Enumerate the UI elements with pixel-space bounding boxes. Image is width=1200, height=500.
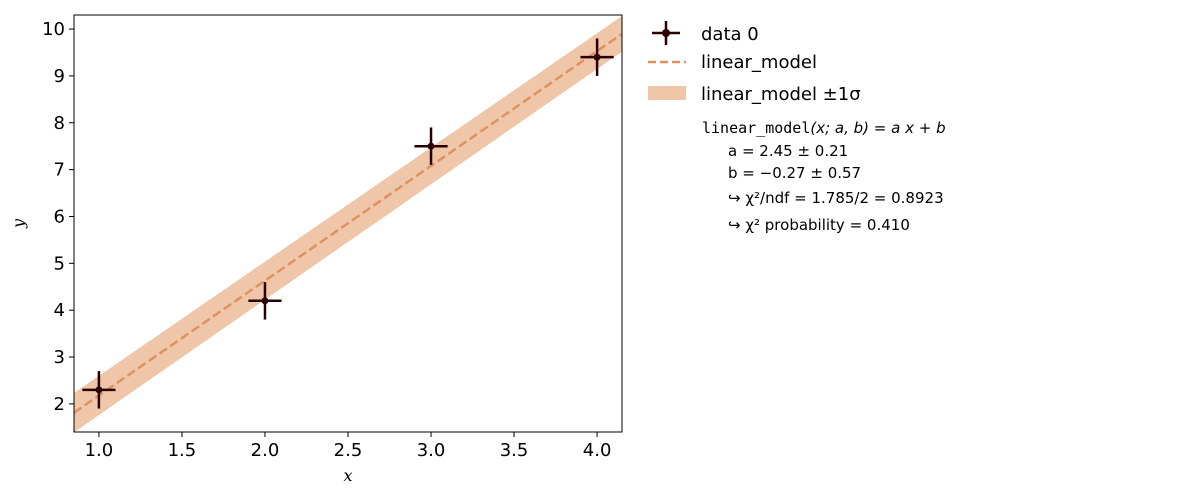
fit-formula-name: linear_model <box>702 119 810 137</box>
fit-formula-rest: (x; a, b) = a x + b <box>810 119 945 137</box>
legend-model-label: linear_model <box>701 52 817 73</box>
model-line-layer <box>74 32 622 414</box>
data-point-marker <box>261 297 269 305</box>
model-line <box>74 32 622 414</box>
legend-data-marker-dot <box>662 29 670 37</box>
x-tick-label: 1.5 <box>168 440 197 461</box>
y-tick-label: 5 <box>54 253 65 274</box>
data-point-marker <box>427 142 435 150</box>
x-tick-label: 4.0 <box>583 440 612 461</box>
y-tick-label: 4 <box>54 300 65 321</box>
fit-chi2-ndf: ↪ χ²/ndf = 1.785/2 = 0.8923 <box>728 189 944 207</box>
x-axis-label: x <box>343 466 352 485</box>
legend-band-swatch <box>648 86 686 100</box>
data-points-layer <box>82 38 614 409</box>
fit-chi2-probability: ↪ χ² probability = 0.410 <box>728 216 910 234</box>
y-tick-label: 2 <box>54 394 65 415</box>
x-tick-label: 2.5 <box>334 440 363 461</box>
y-axis-label: y <box>9 218 28 229</box>
legend: data 0 linear_model linear_model ±1σ <box>648 21 861 105</box>
data-point-marker <box>593 53 601 61</box>
y-tick-label: 3 <box>54 347 65 368</box>
y-tick-label: 8 <box>54 113 65 134</box>
y-tick-label: 7 <box>54 160 65 181</box>
plot-area <box>74 16 622 432</box>
x-tick-label: 3.5 <box>500 440 529 461</box>
y-tick-label: 6 <box>54 206 65 227</box>
legend-entry-band: linear_model ±1σ <box>648 84 861 105</box>
y-ticks: 2 3 4 5 6 7 8 9 10 <box>42 19 74 415</box>
data-point <box>414 127 448 165</box>
data-point-marker <box>95 386 103 394</box>
x-tick-label: 3.0 <box>417 440 446 461</box>
legend-band-label: linear_model ±1σ <box>701 84 861 105</box>
x-tick-label: 1.0 <box>85 440 114 461</box>
fit-param-b: b = −0.27 ± 0.57 <box>728 164 861 182</box>
fit-info-box: linear_model(x; a, b) = a x + b a = 2.45… <box>702 119 946 234</box>
data-point <box>82 371 116 409</box>
legend-entry-data: data 0 <box>652 21 759 45</box>
y-tick-label: 9 <box>54 66 65 87</box>
x-tick-label: 2.0 <box>251 440 280 461</box>
y-tick-label: 10 <box>42 19 65 40</box>
data-point <box>580 38 614 76</box>
x-ticks: 1.0 1.5 2.0 2.5 3.0 3.5 4.0 <box>85 432 612 461</box>
legend-entry-model: linear_model <box>648 52 817 73</box>
data-point <box>248 282 282 320</box>
fit-param-a: a = 2.45 ± 0.21 <box>728 142 848 160</box>
legend-data-label: data 0 <box>701 24 759 45</box>
fit-formula: linear_model(x; a, b) = a x + b <box>702 119 946 137</box>
